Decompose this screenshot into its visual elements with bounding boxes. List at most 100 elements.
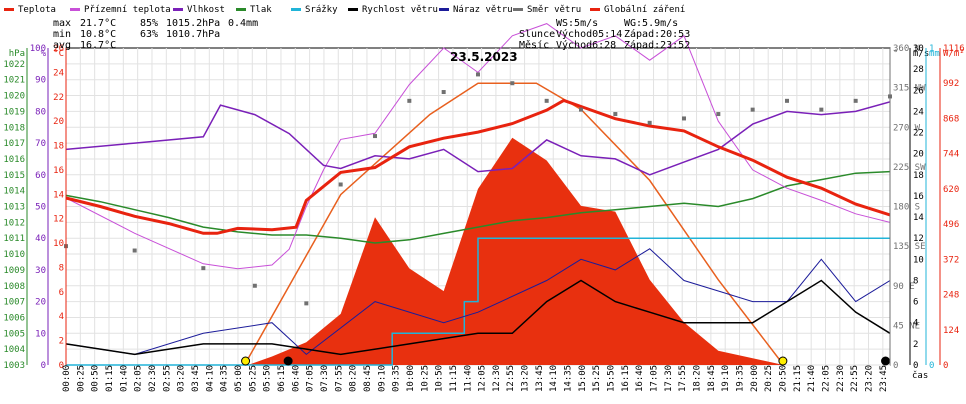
x-tick-label: 06:15 — [277, 365, 287, 392]
wind-direction-point — [441, 90, 446, 95]
x-tick-label: 14:35 — [564, 365, 574, 392]
moon-rise: Východ6:28 — [556, 39, 616, 51]
x-tick-label: 09:10 — [377, 365, 387, 392]
legend-label: Vlhkost — [187, 5, 225, 15]
x-tick-label: 08:45 — [363, 365, 373, 392]
pressure-axis-tick: 1013 — [3, 203, 25, 213]
pressure-axis-tick: 1017 — [3, 139, 25, 149]
x-tick-label: 11:40 — [463, 365, 473, 392]
radiation-axis-tick: 1116 — [943, 44, 965, 54]
pressure-axis-unit: hPa — [9, 49, 25, 59]
legend-swatch — [439, 8, 449, 11]
x-tick-label: 22:55 — [850, 365, 860, 392]
temperature-axis-tick: 24 — [53, 68, 64, 78]
x-tick-label: 22:05 — [822, 365, 832, 392]
temperature-axis-tick: 2 — [59, 337, 64, 347]
stats-avg-temp: 16.7°C — [80, 40, 116, 51]
humidity-line — [65, 101, 891, 176]
wind-direction-point — [579, 107, 583, 112]
x-tick-label: 04:35 — [220, 365, 230, 392]
sunrise-marker — [241, 356, 251, 366]
wind-direction-point — [132, 248, 137, 253]
wind-direction-points — [64, 72, 892, 306]
x-tick-label: 23:20 — [865, 365, 875, 392]
wind-direction-point — [819, 107, 824, 112]
stats-max-hum: 85% — [140, 18, 158, 29]
humidity-axis-tick: 20 — [35, 298, 46, 308]
x-tick-label: 00:50 — [91, 365, 101, 392]
wind-axis-tick: 6 — [913, 298, 918, 308]
moon-label: Měsíc — [519, 39, 549, 51]
direction-axis-tick: 135 SE — [893, 242, 926, 252]
rain-axis-tick: 1 — [929, 44, 934, 54]
legend-label: Globální záření — [604, 5, 685, 15]
wind-axis-tick: 18 — [913, 171, 924, 181]
legend-label: Náraz větru — [453, 5, 513, 15]
temperature-axis-tick: 0 — [59, 361, 64, 371]
pressure-axis-tick: 1003 — [3, 361, 25, 371]
wind-axis-tick: 28 — [913, 65, 924, 75]
stats-max-temp: 21.7°C — [80, 18, 116, 29]
pressure-axis-tick: 1020 — [3, 92, 25, 102]
radiation-axis-tick: 372 — [943, 255, 959, 265]
wind-direction-point — [510, 81, 515, 86]
radiation-axis-unit: W/m² — [943, 49, 965, 59]
wind-axis-tick: 8 — [913, 276, 918, 286]
x-axis: 00:00 00:25 00:50 01:15 01:40 02:05 02:30 02:55… — [62, 365, 928, 392]
x-tick-label: 15:25 — [592, 365, 602, 392]
pressure-axis-tick: 1014 — [3, 187, 25, 197]
rain-axis-unit: mm — [929, 49, 940, 59]
wind-direction-point — [647, 120, 652, 125]
wind-axis-tick: 12 — [913, 234, 924, 244]
x-tick-label: 01:15 — [105, 365, 115, 392]
temperature-axis-tick: 8 — [59, 263, 64, 273]
sun-set: Západ:20:53 — [624, 28, 690, 40]
stats-min-hum: 63% — [140, 29, 158, 40]
x-tick-label: 18:20 — [693, 365, 703, 392]
x-tick-label: 17:05 — [650, 365, 660, 392]
chart-title: 23.5.2023 — [450, 50, 518, 64]
x-tick-label: 05:25 — [248, 365, 258, 392]
direction-axis-tick: 270 W — [893, 123, 921, 133]
x-tick-label: 05:50 — [263, 365, 273, 392]
radiation-axis-tick: 0 — [943, 361, 948, 371]
x-tick-label: 07:05 — [306, 365, 316, 392]
wind-axis-unit: m/s — [913, 49, 929, 59]
legend-swatch — [70, 8, 80, 11]
wind-axis-tick: 16 — [913, 192, 924, 202]
wind-ws: WS:5m/s — [556, 18, 598, 29]
x-tick-label: 05:00 — [234, 365, 244, 392]
wind-direction-point — [338, 182, 343, 187]
humidity-axis-tick: 90 — [35, 76, 46, 86]
header: Teplota Přízemní teplota Vlhkost Tlak Srážky… — [4, 5, 690, 64]
wind-axis-tick: 14 — [913, 213, 924, 223]
temperature-line — [65, 98, 891, 235]
legend-label: Teplota — [18, 5, 56, 15]
legend-swatch — [590, 8, 600, 11]
legend-swatch — [4, 8, 14, 11]
radiation-axis-tick: 992 — [943, 79, 959, 89]
pressure-axis-tick: 1009 — [3, 266, 25, 276]
wind-axis-tick: 24 — [913, 107, 924, 117]
radiation-axis-tick: 620 — [943, 185, 959, 195]
temperature-axis-tick: 22 — [53, 93, 64, 103]
x-tick-label: 16:40 — [635, 365, 645, 392]
radiation-axis-tick: 248 — [943, 291, 959, 301]
x-tick-label: 15:50 — [607, 365, 617, 392]
pressure-line — [65, 170, 891, 244]
axes: 1003100410051006100710081009101010111012… — [3, 44, 964, 371]
wind-axis-tick: 26 — [913, 86, 924, 96]
legend-swatch — [236, 8, 246, 11]
legend-label: Rychlost větru — [362, 5, 438, 15]
pressure-axis-tick: 1006 — [3, 313, 25, 323]
wind-axis-tick: 30 — [913, 44, 924, 54]
wind-axis-tick: 2 — [913, 340, 918, 350]
legend: Teplota Přízemní teplota Vlhkost Tlak Srážky… — [4, 5, 685, 15]
direction-axis-tick: 0 — [893, 361, 898, 371]
humidity-axis-tick: 70 — [35, 139, 46, 149]
x-tick-label: 20:50 — [779, 365, 789, 392]
x-tick-label: 10:50 — [435, 365, 445, 392]
pressure-axis-tick: 1011 — [3, 234, 25, 244]
x-tick-label: 02:30 — [148, 365, 158, 392]
pressure-axis-tick: 1010 — [3, 250, 25, 260]
